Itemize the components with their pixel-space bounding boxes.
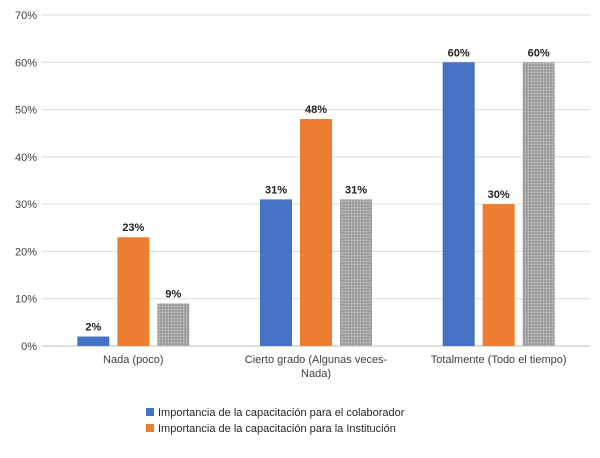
y-tick-label: 10% (15, 294, 37, 306)
category-label-line: Nada (poco) (103, 354, 164, 366)
category-label: Totalmente (Todo el tiempo) (431, 354, 567, 366)
data-label: 30% (488, 189, 510, 201)
data-label: 60% (528, 47, 550, 59)
category-label: Nada (poco) (103, 354, 164, 366)
data-label: 31% (345, 184, 367, 196)
x-axis-categories: Nada (poco) Cierto grado (Algunas veces- N… (103, 354, 566, 380)
bar-series-2 (300, 119, 332, 347)
bar-series-2 (117, 237, 150, 346)
y-tick-label: 30% (15, 199, 37, 211)
legend-swatch (146, 408, 154, 416)
bar-series-3 (522, 62, 555, 347)
bar-series-1 (260, 199, 292, 346)
category-label-line: Nada) (301, 368, 331, 380)
data-label: 23% (122, 222, 144, 234)
data-label: 9% (165, 288, 181, 300)
bar-series-1 (77, 336, 110, 346)
data-label: 48% (305, 104, 327, 116)
bar-series-3 (157, 303, 190, 346)
bar-series-3 (340, 199, 372, 346)
data-label: 31% (265, 184, 287, 196)
category-label-line: Cierto grado (Algunas veces- (245, 354, 388, 366)
y-tick-label: 50% (15, 105, 37, 117)
data-labels: 2% 23% 9% 31% 48% 31% 60% 30% 60% (85, 47, 550, 333)
y-axis-ticks: 0% 10% 20% 30% 40% 50% 60% 70% (15, 10, 37, 353)
category-label-line: Totalmente (Todo el tiempo) (431, 354, 567, 366)
y-tick-label: 40% (15, 152, 37, 164)
legend-entry-label: Importancia de la capacitación para el c… (158, 407, 405, 419)
y-tick-label: 70% (15, 10, 37, 22)
bar-series-1 (442, 62, 475, 347)
legend-swatch (146, 424, 154, 432)
bar-series-2 (482, 204, 515, 346)
y-tick-label: 0% (21, 341, 37, 353)
data-label: 60% (448, 47, 470, 59)
bars (77, 62, 555, 347)
y-tick-label: 20% (15, 246, 37, 258)
data-label: 2% (85, 322, 101, 334)
category-label: Cierto grado (Algunas veces- Nada) (245, 354, 388, 380)
legend: Importancia de la capacitación para el c… (146, 407, 405, 435)
legend-entry-label: Importancia de la capacitación para la I… (158, 423, 396, 435)
y-tick-label: 60% (15, 57, 37, 69)
